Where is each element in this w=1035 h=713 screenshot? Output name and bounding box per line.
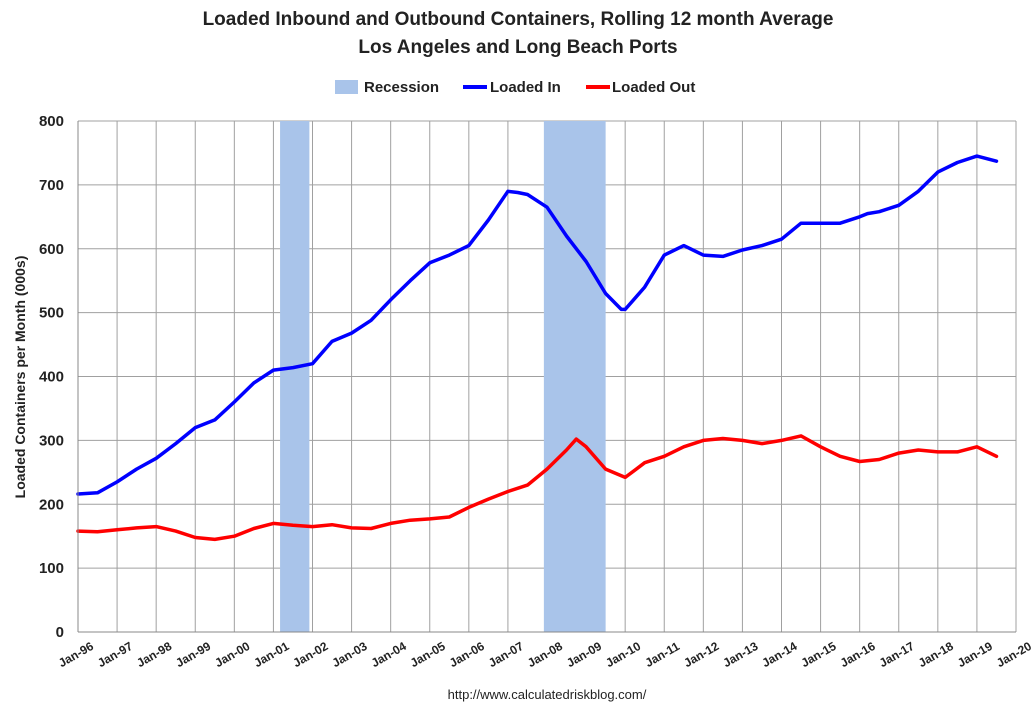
x-tick-label: Jan-97 bbox=[95, 639, 135, 670]
y-tick-label: 700 bbox=[39, 177, 64, 194]
x-tick-label: Jan-98 bbox=[134, 639, 174, 670]
y-tick-label: 200 bbox=[39, 496, 64, 513]
x-tick-label: Jan-10 bbox=[603, 639, 643, 670]
x-tick-label: Jan-04 bbox=[369, 639, 409, 670]
y-tick-label: 600 bbox=[39, 241, 64, 258]
x-tick-label: Jan-16 bbox=[838, 639, 878, 670]
x-tick-label: Jan-15 bbox=[799, 639, 839, 670]
x-tick-label: Jan-02 bbox=[291, 639, 331, 670]
x-tick-label: Jan-19 bbox=[955, 639, 995, 670]
x-tick-label: Jan-03 bbox=[330, 639, 370, 670]
x-tick-label: Jan-20 bbox=[994, 639, 1034, 670]
recession-band bbox=[280, 121, 310, 632]
y-tick-label: 500 bbox=[39, 305, 64, 322]
x-tick-label: Jan-07 bbox=[486, 639, 526, 670]
series-line-loaded-out bbox=[76, 434, 999, 542]
series-line-loaded-in bbox=[76, 154, 999, 496]
x-tick-label: Jan-17 bbox=[877, 639, 917, 670]
legend-label: Loaded Out bbox=[612, 79, 695, 96]
y-tick-labels: 0 100 200 300 400 500 600 700 800 bbox=[39, 113, 64, 641]
source-url: http://www.calculatedriskblog.com/ bbox=[448, 687, 647, 702]
recession-bands bbox=[280, 121, 606, 632]
x-tick-label: Jan-96 bbox=[56, 639, 96, 670]
legend-label: Recession bbox=[364, 79, 439, 96]
x-tick-label: Jan-01 bbox=[251, 639, 291, 670]
x-tick-label: Jan-06 bbox=[447, 639, 487, 670]
legend: Recession Loaded In Loaded Out bbox=[335, 79, 695, 96]
y-axis-label: Loaded Containers per Month (000s) bbox=[12, 256, 28, 499]
x-tick-label: Jan-18 bbox=[916, 639, 956, 670]
legend-swatch-recession bbox=[335, 80, 358, 94]
recession-band bbox=[543, 121, 606, 632]
x-tick-label: Jan-13 bbox=[720, 639, 760, 670]
legend-label: Loaded In bbox=[490, 79, 561, 96]
y-tick-label: 0 bbox=[56, 624, 64, 641]
chart-subtitle: Los Angeles and Long Beach Ports bbox=[358, 37, 677, 58]
x-tick-label: Jan-12 bbox=[681, 639, 721, 670]
axes bbox=[77, 121, 1016, 633]
x-tick-label: Jan-00 bbox=[212, 639, 252, 670]
x-tick-label: Jan-14 bbox=[760, 639, 800, 670]
y-tick-label: 800 bbox=[39, 113, 64, 130]
x-tick-label: Jan-11 bbox=[643, 639, 683, 670]
series-lines bbox=[76, 154, 999, 542]
x-tick-labels: Jan-96 Jan-97 Jan-98 Jan-99 Jan-00 Jan-01 Jan-… bbox=[56, 639, 1034, 670]
chart-title: Loaded Inbound and Outbound Containers, … bbox=[203, 9, 834, 30]
x-tick-label: Jan-09 bbox=[564, 639, 604, 670]
y-tick-label: 100 bbox=[39, 560, 64, 577]
x-tick-label: Jan-08 bbox=[525, 639, 565, 670]
y-tick-label: 300 bbox=[39, 432, 64, 449]
x-tick-label: Jan-99 bbox=[173, 639, 213, 670]
x-tick-label: Jan-05 bbox=[408, 639, 448, 670]
y-tick-label: 400 bbox=[39, 369, 64, 386]
